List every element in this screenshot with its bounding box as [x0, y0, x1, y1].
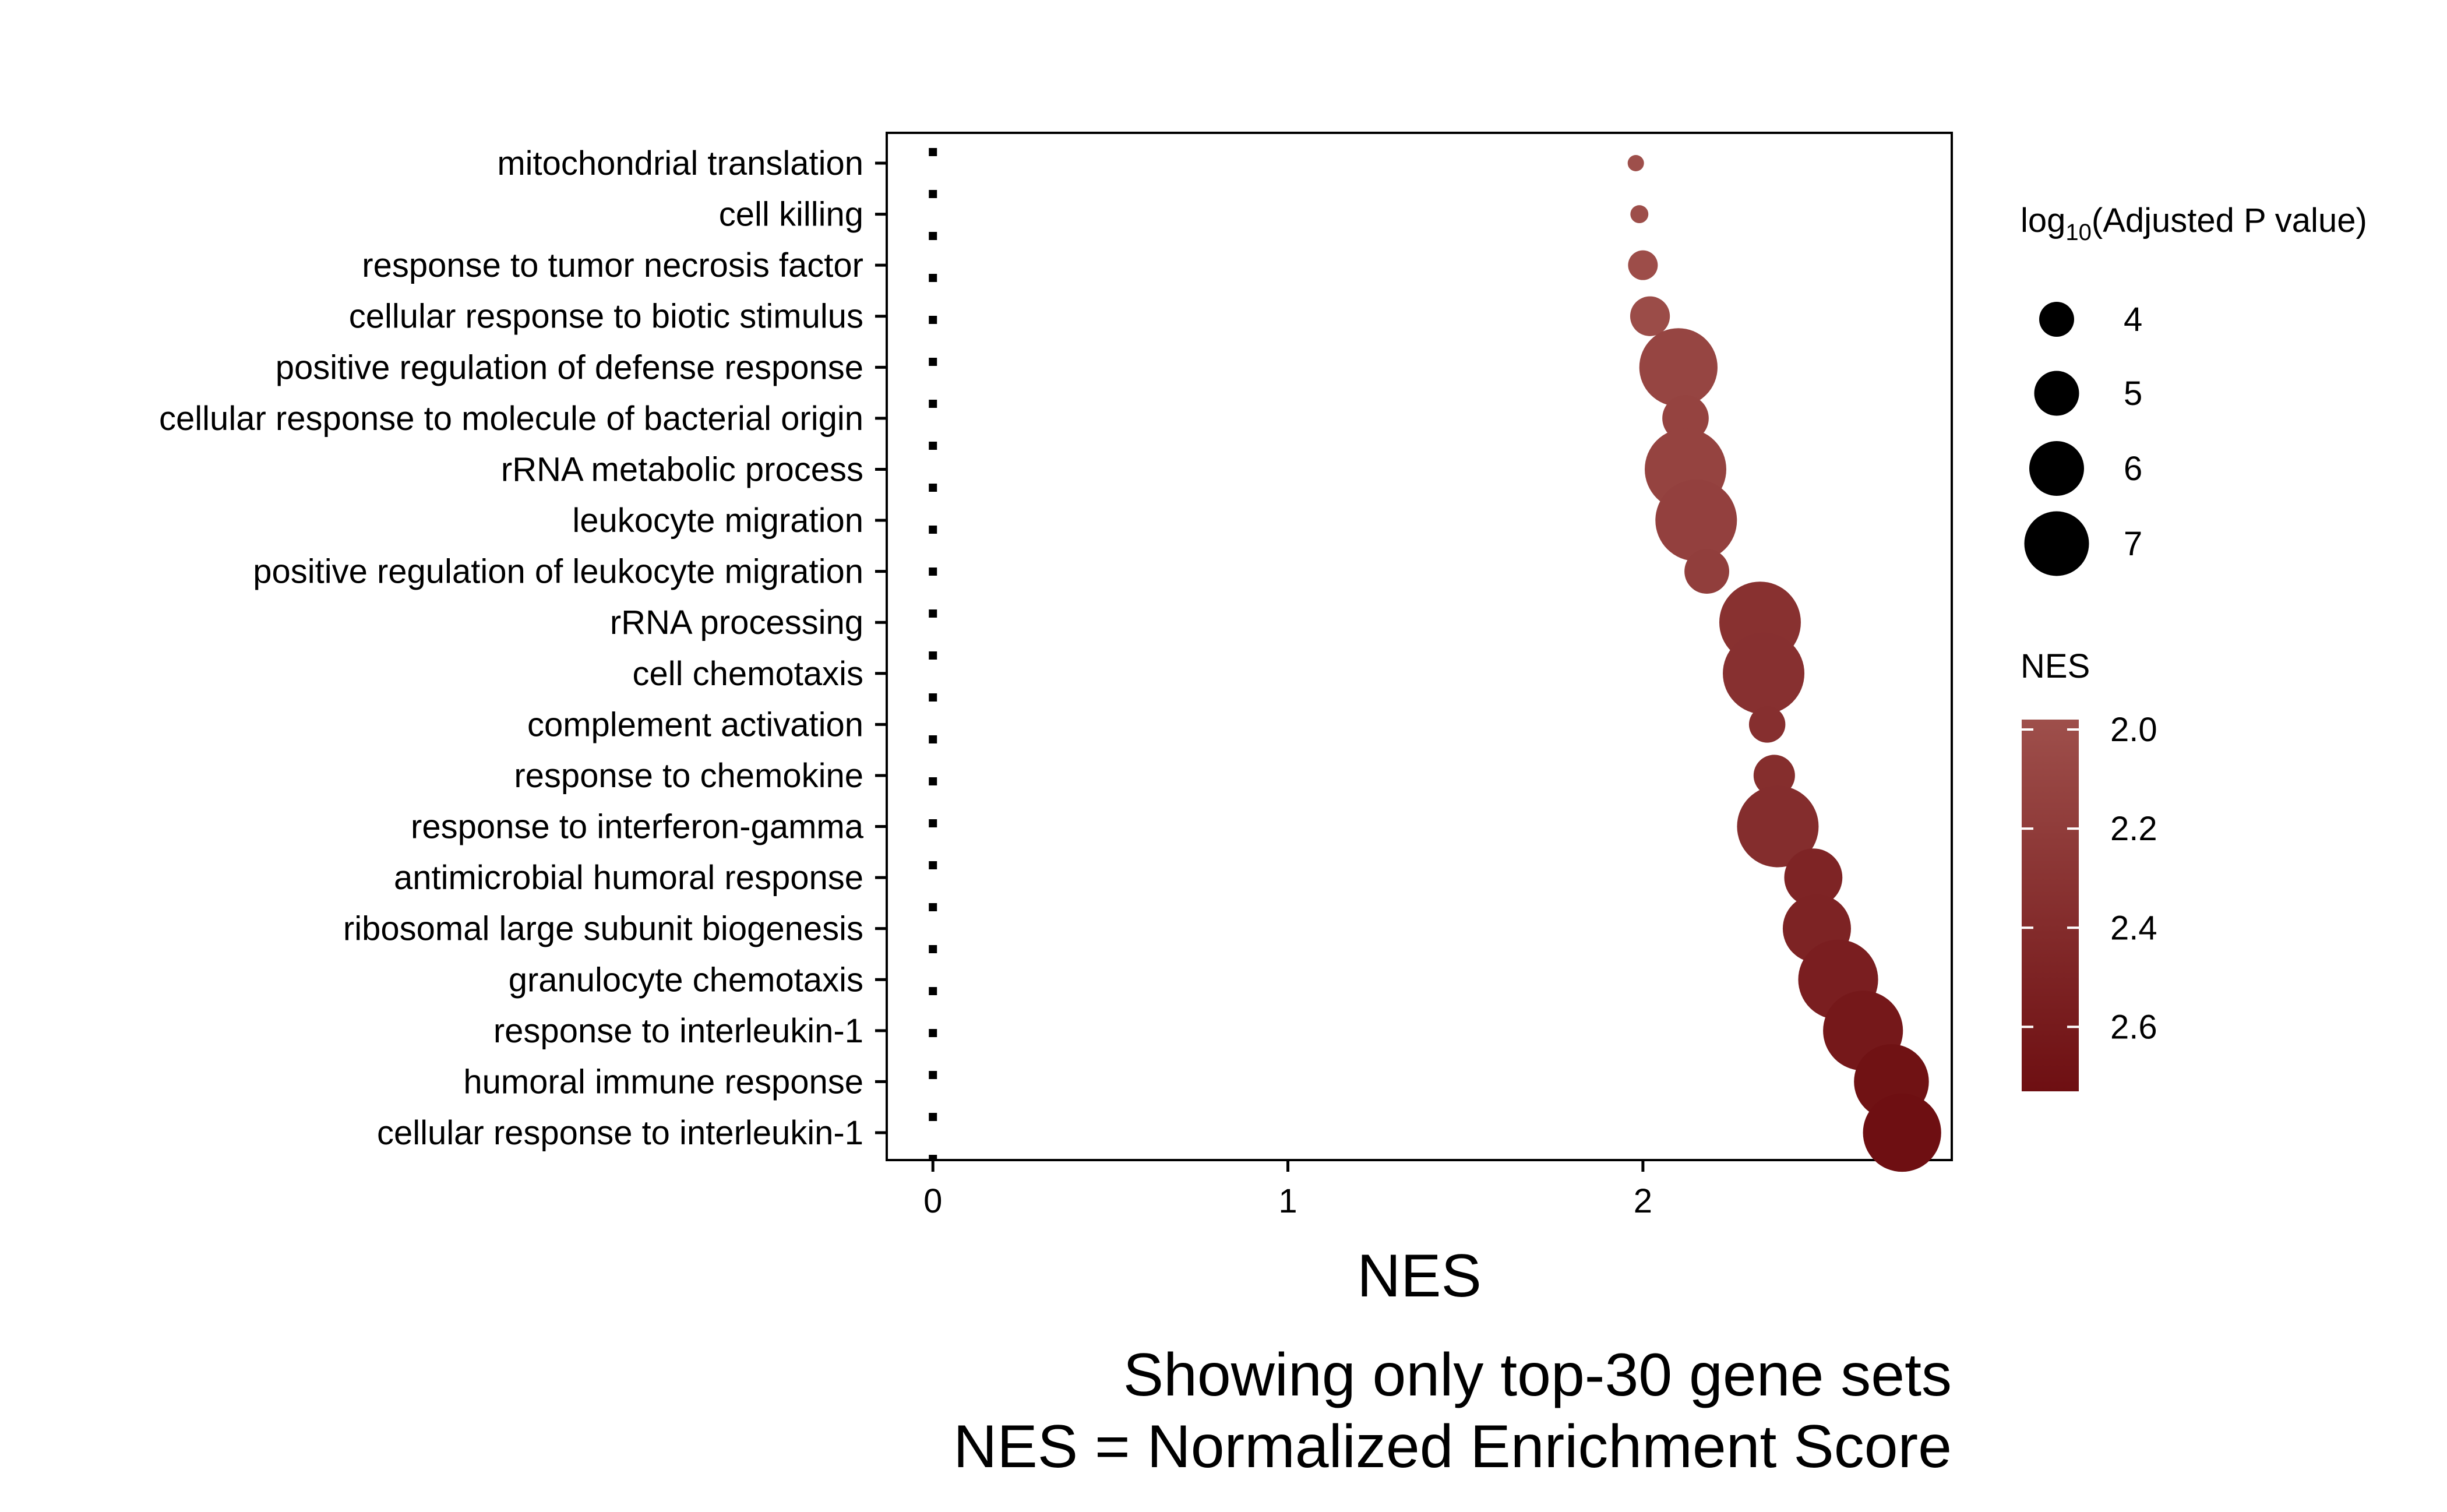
x-axis: 0 1 2 [923, 1160, 1652, 1220]
y-tick-label: response to interleukin-1 [493, 1012, 863, 1050]
color-legend-label: 2.4 [2110, 909, 2157, 947]
data-point [1684, 549, 1729, 594]
size-legend-label: 4 [2124, 301, 2142, 339]
y-tick-label: cellular response to interleukin-1 [377, 1114, 863, 1152]
color-legend-label: 2.2 [2110, 810, 2157, 848]
size-legend-title-prefix: log [2021, 202, 2065, 239]
size-legend-title: log10(Adjusted P value) [2021, 202, 2367, 245]
color-legend-items: 2.0 2.2 2.4 2.6 [2022, 711, 2157, 1046]
size-legend: log10(Adjusted P value) 4 5 6 7 [2021, 202, 2367, 576]
data-point [1627, 155, 1644, 171]
size-legend-label: 5 [2124, 375, 2142, 413]
size-legend-title-subscript: 10 [2065, 220, 2092, 245]
y-tick-label: ribosomal large subunit biogenesis [343, 910, 863, 948]
data-point [1753, 755, 1795, 796]
caption-line-2: NES = Normalized Enrichment Score [953, 1413, 1952, 1481]
y-tick-label: leukocyte migration [572, 502, 863, 540]
data-point [1628, 250, 1658, 280]
y-tick-label: response to tumor necrosis factor [362, 246, 863, 284]
y-tick-label: cell chemotaxis [633, 655, 863, 693]
y-tick-label: cellular response to biotic stimulus [349, 298, 863, 336]
y-tick-label: cellular response to molecule of bacteri… [159, 400, 863, 438]
color-bar [2022, 720, 2079, 1091]
y-tick-label: rRNA processing [610, 604, 863, 642]
data-point [1863, 1093, 1941, 1172]
data-point [1630, 205, 1649, 224]
data-point [1723, 632, 1805, 714]
size-legend-dot [2039, 302, 2074, 337]
size-legend-items: 4 5 6 7 [2024, 301, 2142, 576]
y-tick-label: humoral immune response [463, 1063, 863, 1101]
size-legend-dot [2029, 441, 2084, 496]
y-tick-label: mitochondrial translation [497, 144, 863, 182]
size-legend-label: 7 [2124, 525, 2142, 563]
data-point [1630, 296, 1670, 336]
data-points [1627, 155, 1941, 1172]
size-legend-title-suffix: (Adjusted P value) [2092, 202, 2367, 239]
y-tick-label: antimicrobial humoral response [394, 859, 863, 897]
y-tick-label: positive regulation of defense response [276, 348, 863, 386]
x-tick-label: 2 [1634, 1182, 1652, 1220]
data-point [1748, 706, 1786, 743]
y-tick-label: response to chemokine [514, 757, 863, 795]
data-point [1737, 785, 1819, 868]
color-legend-label: 2.6 [2110, 1008, 2157, 1046]
data-point [1639, 328, 1718, 407]
y-tick-label: granulocyte chemotaxis [509, 961, 863, 999]
color-legend-label: 2.0 [2110, 711, 2157, 749]
y-axis: mitochondrial translation cell killing res… [159, 144, 887, 1152]
data-point [1662, 395, 1709, 442]
x-tick-label: 1 [1278, 1182, 1297, 1220]
size-legend-dot [2024, 511, 2089, 576]
y-tick-label: rRNA metabolic process [501, 450, 863, 488]
caption-line-1: Showing only top-30 gene sets [1123, 1341, 1952, 1409]
size-legend-dot [2034, 371, 2079, 416]
y-tick-label: complement activation [527, 706, 863, 743]
color-legend-title: NES [2021, 647, 2090, 685]
data-point [1655, 480, 1737, 562]
size-legend-label: 6 [2124, 450, 2142, 488]
data-point [1784, 848, 1843, 907]
x-axis-title: NES [1357, 1242, 1482, 1310]
x-tick-label: 0 [923, 1182, 942, 1220]
color-legend: NES 2.0 2.2 2.4 2.6 [2021, 647, 2157, 1091]
y-tick-label: cell killing [719, 196, 863, 234]
y-tick-label: response to interferon-gamma [411, 808, 864, 846]
y-tick-label: positive regulation of leukocyte migrati… [253, 553, 863, 591]
